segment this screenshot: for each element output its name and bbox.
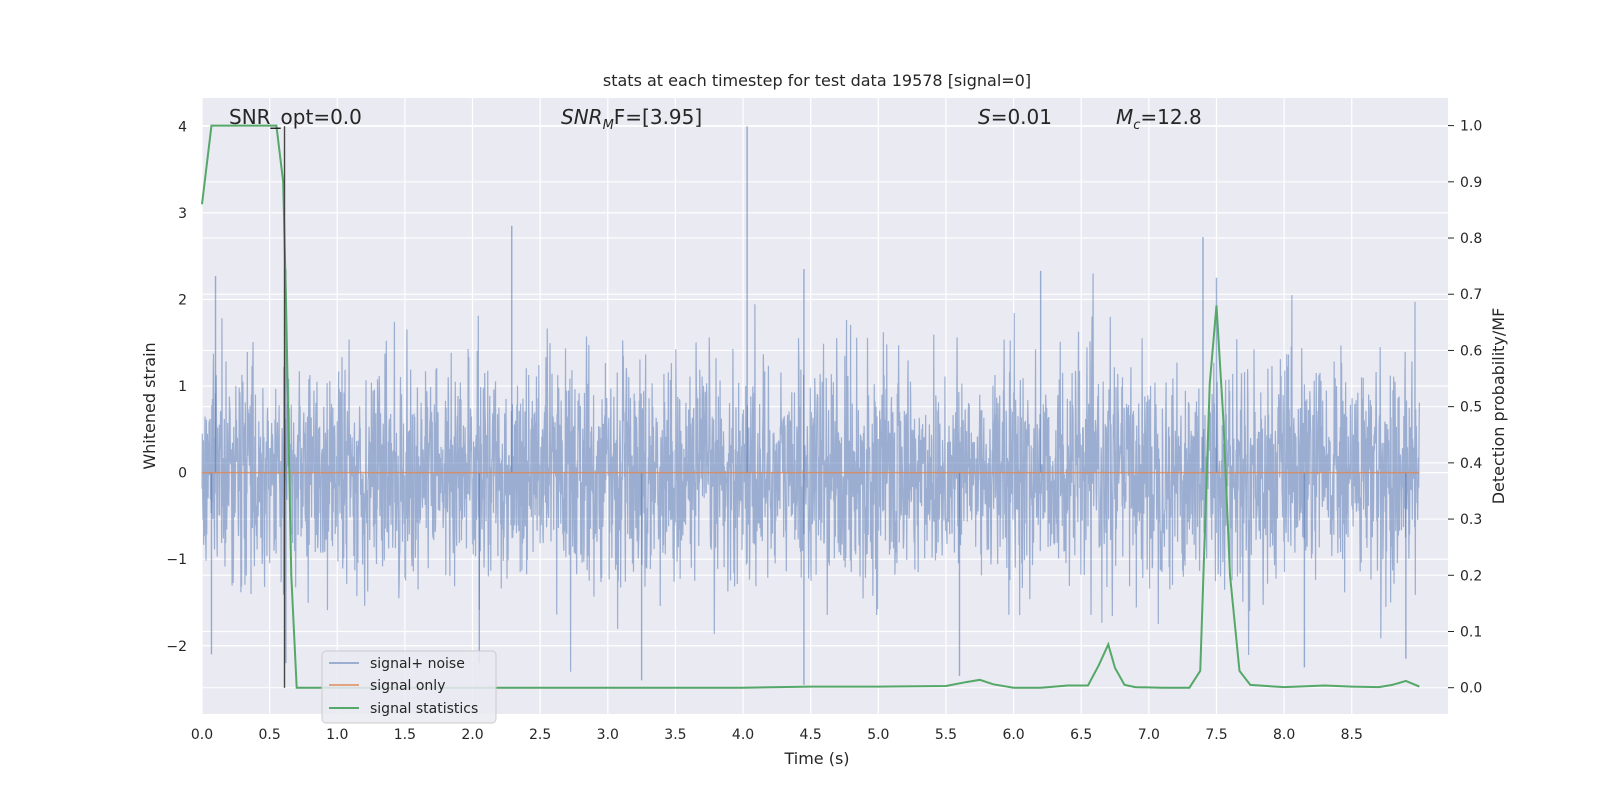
y2-axis-ticks: 0.0 0.1 0.2 0.3 0.4 0.5 0.6 0.7 0.8 0.9 1.0 [1448, 119, 1482, 697]
y-tick-label: 4 [178, 119, 187, 135]
y-tick-label: 1 [178, 379, 187, 395]
x-tick-label: 0.5 [258, 727, 280, 743]
x-tick-label: 8.0 [1273, 727, 1295, 743]
x-tick-label: 4.5 [800, 727, 822, 743]
x-tick-label: 6.0 [1002, 727, 1024, 743]
y-tick-label: −2 [166, 639, 187, 655]
y-tick-label: 2 [178, 292, 187, 308]
annotation-mc-rest: =12.8 [1140, 105, 1201, 129]
legend-label-signal-only: signal only [370, 678, 445, 694]
chart-title: stats at each timestep for test data 195… [603, 71, 1031, 90]
annotation-snr-mf: SNRMF=[3.95] [561, 105, 702, 133]
y2-tick-label: 0.9 [1460, 175, 1482, 191]
annotation-snr-mf-rest: F=[3.95] [614, 105, 702, 129]
y-axis-label: Whitened strain [140, 342, 159, 469]
x-tick-label: 1.0 [326, 727, 348, 743]
x-tick-label: 5.0 [867, 727, 889, 743]
annotation-snr-mf-base: SNR [561, 105, 603, 129]
y2-tick-label: 0.8 [1460, 231, 1482, 247]
y-tick-label: 3 [178, 206, 187, 222]
x-tick-label: 0.0 [191, 727, 213, 743]
x-tick-label: 1.5 [394, 727, 416, 743]
x-tick-label: 2.5 [529, 727, 551, 743]
x-tick-label: 3.5 [664, 727, 686, 743]
x-tick-label: 6.5 [1070, 727, 1092, 743]
x-tick-label: 4.0 [732, 727, 754, 743]
y2-tick-label: 0.3 [1460, 512, 1482, 528]
plot-area [202, 98, 1448, 714]
series-signal-statistics [201, 124, 1420, 689]
legend: signal+ noise signal only signal statist… [321, 650, 497, 724]
legend-label-signal-noise: signal+ noise [370, 656, 465, 672]
annotation-snr-mf-sub: M [603, 118, 614, 133]
y-tick-label: −1 [166, 552, 187, 568]
legend-box [321, 650, 497, 724]
y2-tick-label: 0.7 [1460, 287, 1482, 303]
y2-tick-label: 0.2 [1460, 568, 1482, 584]
x-tick-label: 5.5 [935, 727, 957, 743]
annotation-s: S=0.01 [978, 105, 1052, 129]
y2-tick-label: 1.0 [1460, 119, 1482, 135]
y-axis-ticks: −2 −1 0 1 2 3 4 [166, 119, 187, 654]
y2-tick-label: 0.5 [1460, 400, 1482, 416]
x-tick-label: 3.0 [597, 727, 619, 743]
annotation-mc: Mc=12.8 [1116, 105, 1202, 133]
y2-axis-label: Detection probability/MF [1489, 308, 1508, 505]
annotation-s-base: S [978, 105, 991, 129]
y2-tick-label: 0.6 [1460, 343, 1482, 359]
annotation-s-rest: =0.01 [991, 105, 1052, 129]
x-tick-label: 7.0 [1138, 727, 1160, 743]
y-tick-label: 0 [178, 466, 187, 482]
x-tick-label: 2.0 [461, 727, 483, 743]
x-tick-label: 7.5 [1205, 727, 1227, 743]
annotation-mc-sub: c [1133, 118, 1140, 133]
y2-tick-label: 0.0 [1460, 681, 1482, 697]
annotation-mc-base: M [1116, 105, 1133, 129]
legend-label-signal-statistics: signal statistics [370, 701, 478, 717]
annotation-snr-opt: SNR_opt=0.0 [229, 105, 362, 129]
x-tick-label: 8.5 [1341, 727, 1363, 743]
y2-tick-label: 0.4 [1460, 456, 1482, 472]
signal-statistics-line [201, 124, 1420, 689]
x-axis-label: Time (s) [783, 749, 849, 768]
x-axis-ticks: 0.0 0.5 1.0 1.5 2.0 2.5 3.0 3.5 4.0 4.5 5.0 5.5 6.0 6… [191, 727, 1363, 743]
noise-trace [201, 273, 1420, 672]
y2-tick-label: 0.1 [1460, 624, 1482, 640]
